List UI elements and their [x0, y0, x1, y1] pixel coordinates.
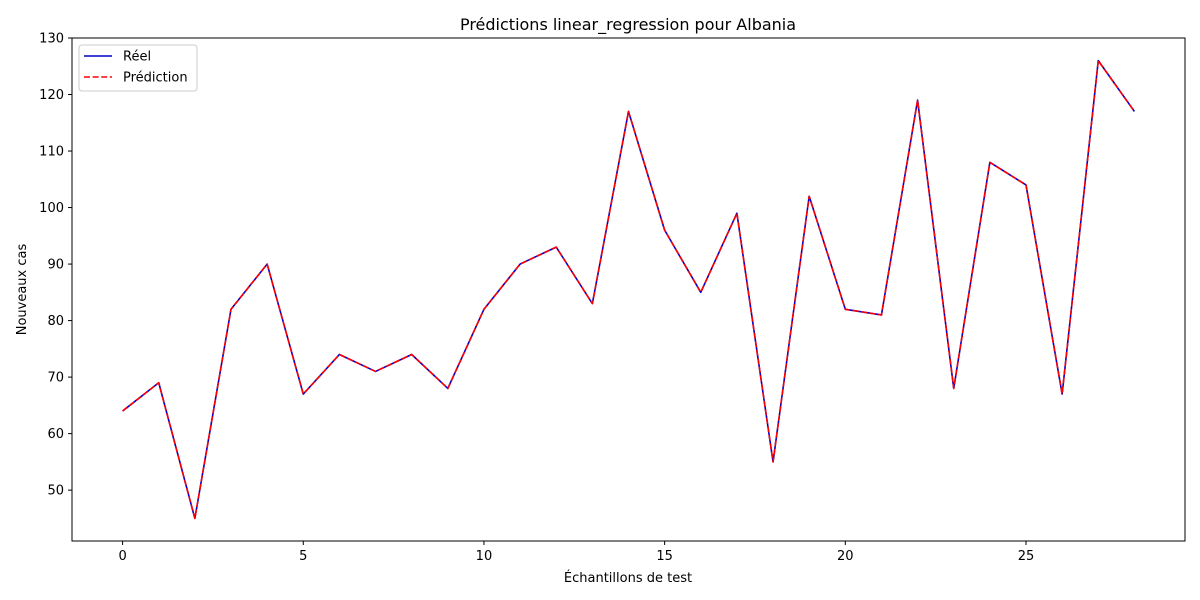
y-tick-label: 120 — [39, 88, 64, 103]
y-tick-label: 60 — [47, 427, 64, 442]
x-tick-label: 15 — [656, 549, 673, 564]
y-tick-label: 130 — [39, 32, 64, 47]
legend-label: Prédiction — [123, 71, 188, 86]
x-tick-label: 10 — [476, 549, 493, 564]
x-tick-label: 5 — [299, 549, 307, 564]
y-tick-label: 110 — [39, 145, 64, 160]
chart-title: Prédictions linear_regression pour Alban… — [460, 15, 796, 35]
x-axis-label: Échantillons de test — [564, 570, 692, 586]
plot-frame — [71, 37, 1186, 542]
y-axis-label: Nouveaux cas — [15, 244, 30, 336]
x-tick-label: 0 — [118, 549, 126, 564]
y-tick-label: 80 — [47, 314, 64, 329]
y-tick-label: 50 — [47, 484, 64, 499]
legend-label: Réel — [123, 50, 151, 65]
y-tick-label: 100 — [39, 201, 64, 216]
y-tick-label: 70 — [47, 371, 64, 386]
series-line-prediction — [122, 59, 1136, 520]
y-tick-label: 90 — [47, 258, 64, 273]
x-tick-label: 25 — [1018, 549, 1035, 564]
ticks-layer: 0 5 10 15 20 25 50 60 70 80 90 100 110 120 130 — [39, 32, 1034, 565]
x-tick-label: 20 — [837, 549, 854, 564]
legend: Réel Prédiction — [78, 44, 198, 92]
series-layer — [122, 59, 1136, 520]
